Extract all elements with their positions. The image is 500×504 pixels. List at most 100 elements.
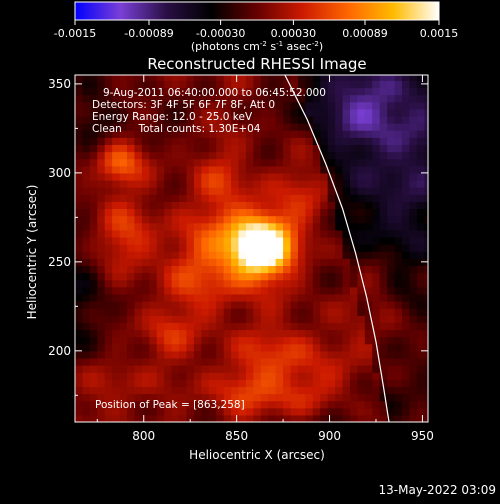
heatmap-cell — [171, 357, 180, 366]
heatmap-cell — [89, 400, 98, 409]
heatmap-cell — [394, 179, 403, 188]
heatmap-cell — [149, 258, 158, 267]
heatmap-cell — [179, 350, 188, 359]
heatmap-cell — [201, 315, 210, 323]
heatmap-cell — [245, 322, 254, 331]
heatmap-cell — [387, 222, 396, 231]
heatmap-cell — [268, 201, 277, 210]
heatmap-cell — [201, 343, 210, 352]
heatmap-cell — [149, 80, 158, 89]
heatmap-cell — [193, 251, 202, 259]
heatmap-cell — [127, 108, 136, 117]
heatmap-cell — [216, 407, 225, 416]
heatmap-cell — [424, 350, 428, 359]
heatmap-cell — [179, 172, 188, 181]
heatmap-cell — [97, 258, 106, 267]
heatmap-cell — [141, 272, 150, 281]
heatmap-cell — [119, 75, 128, 81]
heatmap-cell — [208, 236, 217, 245]
heatmap-cell — [379, 293, 388, 302]
heatmap-cell — [201, 350, 210, 359]
heatmap-cell — [119, 293, 128, 302]
heatmap-cell — [171, 343, 180, 352]
heatmap-cell — [416, 80, 425, 89]
heatmap-cell — [171, 244, 180, 252]
heatmap-cell — [320, 123, 329, 131]
heatmap-cell — [283, 414, 292, 422]
heatmap-cell — [260, 187, 269, 195]
heatmap-cell — [283, 137, 292, 145]
heatmap-cell — [164, 158, 173, 167]
heatmap-cell — [141, 80, 150, 89]
heatmap-cell — [401, 350, 411, 359]
heatmap-cell — [134, 414, 143, 422]
heatmap-cell — [231, 350, 240, 359]
heatmap-cell — [327, 187, 336, 195]
heatmap-cell — [231, 229, 240, 238]
heatmap-cell — [260, 75, 269, 81]
heatmap-cell — [387, 172, 396, 181]
heatmap-cell — [231, 101, 240, 110]
heatmap-cell — [164, 201, 173, 210]
heatmap-cell — [141, 329, 150, 338]
heatmap-cell — [149, 108, 158, 117]
heatmap-cell — [164, 108, 173, 117]
heatmap-cell — [424, 329, 428, 338]
heatmap-cell — [156, 172, 165, 181]
heatmap-cell — [171, 101, 180, 110]
heatmap-cell — [320, 393, 329, 402]
heatmap-cell — [312, 300, 321, 309]
heatmap-cell — [290, 386, 299, 395]
heatmap-cell — [335, 414, 344, 422]
heatmap-cell — [387, 286, 396, 295]
heatmap-cell — [253, 272, 262, 281]
heatmap-cell — [134, 400, 143, 409]
heatmap-cell — [327, 144, 336, 153]
heatmap-cell — [231, 236, 240, 245]
heatmap-cell — [379, 75, 388, 81]
heatmap-cell — [394, 137, 403, 145]
heatmap-cell — [231, 115, 240, 124]
heatmap-cell — [149, 236, 158, 245]
heatmap-cell — [164, 322, 173, 331]
heatmap-cell — [82, 308, 91, 316]
heatmap-cell — [171, 236, 180, 245]
heatmap-cell — [186, 158, 195, 167]
heatmap-cell — [127, 300, 136, 309]
heatmap-cell — [364, 222, 373, 231]
heatmap-cell — [201, 414, 210, 422]
heatmap-cell — [89, 208, 98, 217]
heatmap-cell — [416, 357, 425, 366]
heatmap-cell — [357, 75, 366, 81]
heatmap-cell — [335, 87, 344, 96]
heatmap-cell — [164, 265, 173, 274]
heatmap-cell — [290, 115, 299, 124]
heatmap-cell — [223, 123, 232, 131]
heatmap-cell — [216, 293, 225, 302]
heatmap-cell — [349, 108, 358, 117]
heatmap-cell — [290, 379, 299, 388]
heatmap-cell — [320, 158, 329, 167]
heatmap-cell — [171, 279, 180, 288]
heatmap-cell — [372, 75, 381, 81]
heatmap-cell — [156, 322, 165, 331]
heatmap-cell — [357, 322, 366, 331]
heatmap-cell — [297, 94, 306, 103]
heatmap-cell — [75, 194, 84, 202]
heatmap-cell — [171, 386, 180, 395]
heatmap-cell — [216, 265, 225, 274]
heatmap-cell — [424, 215, 428, 224]
heatmap-cell — [327, 108, 336, 117]
heatmap-cell — [112, 293, 121, 302]
heatmap-cell — [75, 272, 84, 281]
heatmap-cell — [394, 300, 403, 309]
heatmap-cell — [305, 372, 314, 380]
heatmap-cell — [357, 293, 366, 302]
heatmap-cell — [104, 372, 113, 380]
heatmap-cell — [416, 137, 425, 145]
heatmap-cell — [305, 279, 314, 288]
heatmap-cell — [119, 144, 128, 153]
heatmap-cell — [357, 365, 366, 373]
heatmap-cell — [179, 229, 188, 238]
